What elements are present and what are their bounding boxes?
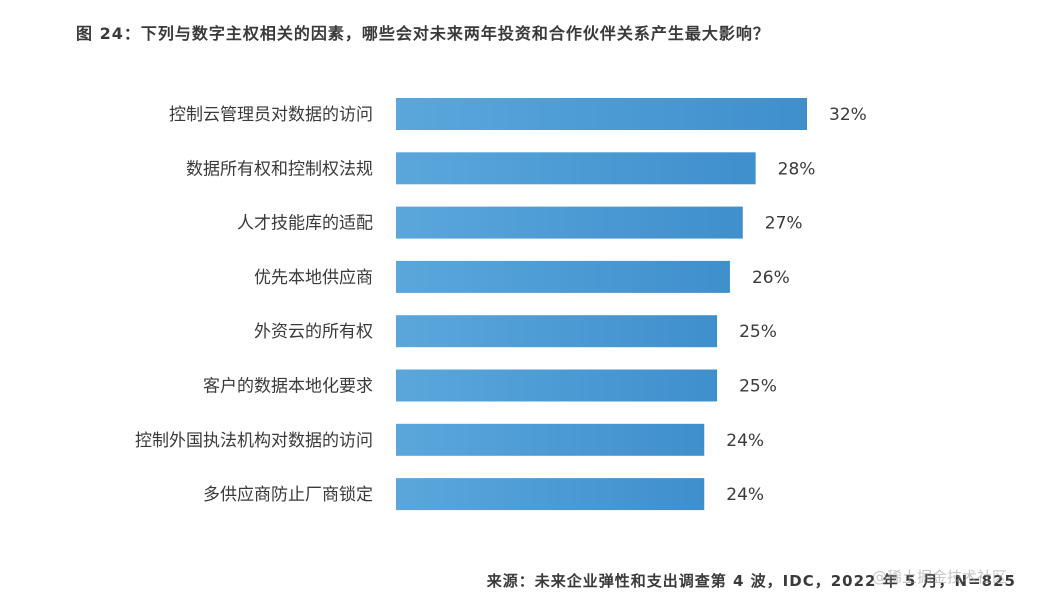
bar: [396, 206, 743, 239]
bar: [396, 152, 756, 185]
value-label: 25%: [739, 322, 777, 342]
category-label: 客户的数据本地化要求: [203, 377, 373, 397]
value-label: 32%: [829, 105, 867, 125]
category-label: 人才技能库的适配: [237, 214, 373, 234]
bar: [396, 423, 705, 456]
bar: [396, 98, 807, 130]
value-label: 25%: [739, 377, 777, 397]
bar: [396, 315, 718, 348]
value-label: 26%: [752, 268, 790, 288]
source-note: 来源：未来企业弹性和支出调查第 4 波，IDC，2022 年 5 月，N=825: [486, 572, 1016, 590]
bars-group: 控制云管理员对数据的访问 32% 数据所有权和控制权法规 28% 人才技能库的适配 27%…: [135, 98, 867, 511]
category-label: 控制云管理员对数据的访问: [169, 105, 373, 125]
value-label: 27%: [765, 214, 803, 234]
value-label: 24%: [726, 431, 764, 451]
value-label: 24%: [726, 485, 764, 505]
bar: [396, 369, 718, 402]
bar: [396, 260, 730, 293]
watermark: @稀土掘金技术社区: [872, 568, 1008, 586]
category-label: 优先本地供应商: [254, 268, 373, 288]
bar: [396, 478, 705, 511]
chart-title: 图 24：下列与数字主权相关的因素，哪些会对未来两年投资和合作伙伴关系产生最大影…: [76, 24, 770, 43]
category-label: 外资云的所有权: [254, 322, 373, 342]
value-label: 28%: [778, 159, 816, 179]
category-label: 多供应商防止厂商锁定: [203, 485, 373, 505]
category-label: 数据所有权和控制权法规: [186, 159, 373, 179]
category-label: 控制外国执法机构对数据的访问: [135, 431, 373, 451]
